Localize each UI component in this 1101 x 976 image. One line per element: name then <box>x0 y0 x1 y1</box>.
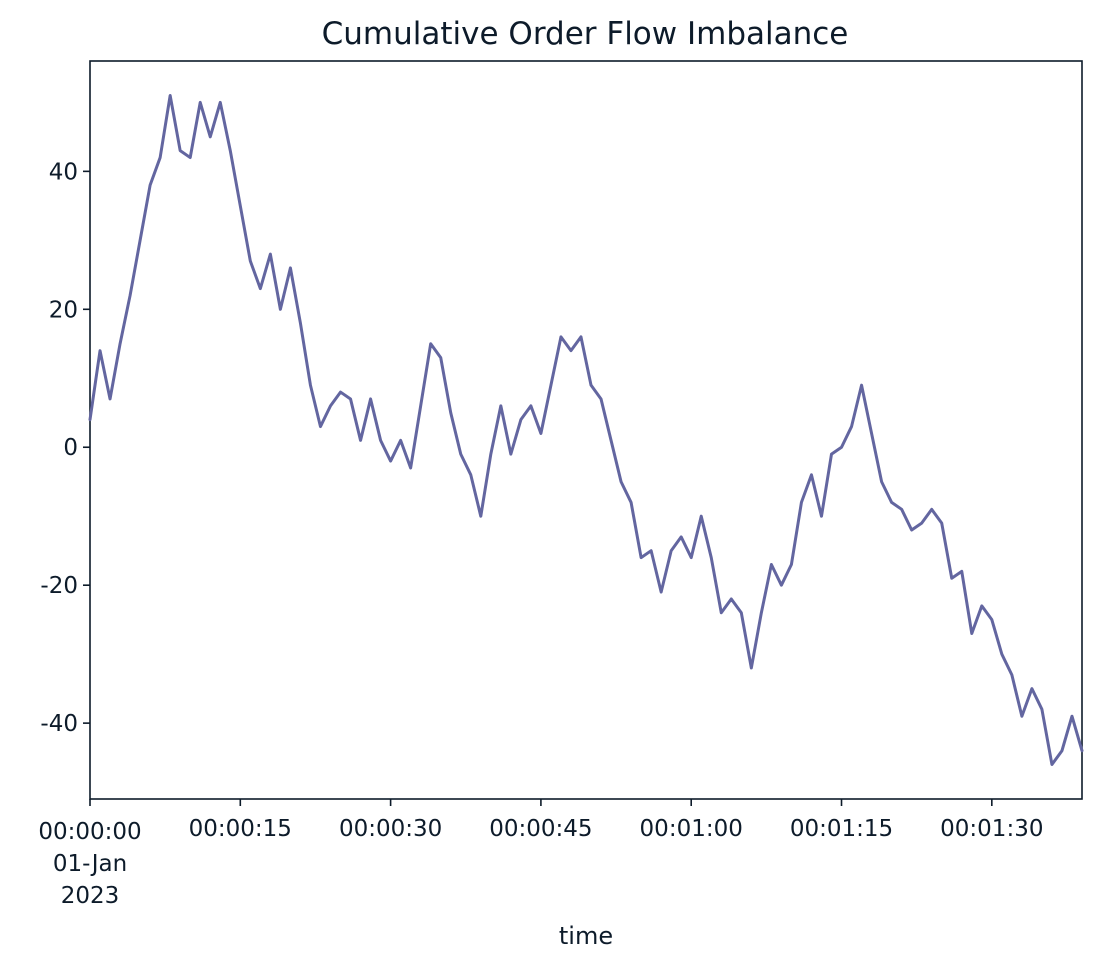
x-axis-label: time <box>559 922 613 950</box>
x-axis: 00:00:00 01-Jan 2023 00:00:15 00:00:30 00:00:… <box>38 799 1043 909</box>
x-tick-label: 2023 <box>61 883 120 909</box>
y-tick-label: -20 <box>40 573 78 599</box>
series-group <box>88 93 1084 767</box>
chart-title: Cumulative Order Flow Imbalance <box>322 16 849 52</box>
y-axis: -40 -20 0 20 40 <box>40 159 90 737</box>
x-tick-label: 00:00:45 <box>489 816 592 842</box>
x-tick-label: 00:01:15 <box>790 816 893 842</box>
x-tick-label: 00:00:15 <box>189 816 292 842</box>
x-tick-label: 00:01:30 <box>940 816 1043 842</box>
series-line <box>88 93 1084 767</box>
x-tick-label: 01-Jan <box>53 851 127 877</box>
y-tick-label: 40 <box>49 159 78 185</box>
y-tick-label: -40 <box>40 711 78 737</box>
x-tick-label: 00:01:00 <box>640 816 743 842</box>
y-tick-label: 20 <box>49 297 78 323</box>
y-tick-label: 0 <box>63 435 78 461</box>
x-tick-label: 00:00:30 <box>339 816 442 842</box>
x-tick-label: 00:00:00 <box>38 819 141 845</box>
plot-frame <box>89 60 1083 800</box>
